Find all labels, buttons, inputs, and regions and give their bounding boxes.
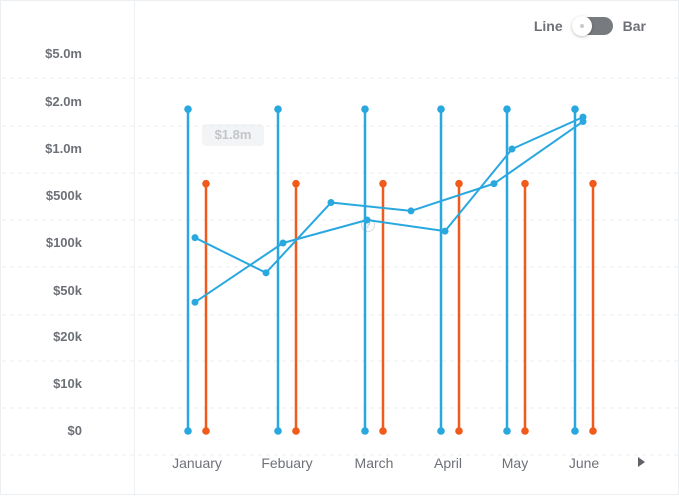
line-point: [363, 216, 371, 224]
y-axis-tick-label: $50k: [53, 283, 82, 298]
line-point: [279, 239, 287, 247]
line-point: [579, 118, 587, 126]
x-axis-tick-label: May: [501, 455, 529, 471]
y-axis-tick-label: $0: [67, 423, 82, 438]
line-series: [194, 116, 584, 304]
line-point: [262, 269, 270, 277]
line-point: [191, 234, 199, 242]
bar-base-point: [274, 427, 282, 435]
switch-knob[interactable]: [571, 16, 592, 36]
y-axis-tick-label: $100k: [45, 235, 82, 250]
line-point: [490, 180, 498, 188]
bar-top-point: [503, 105, 511, 113]
x-axis-tick-label: Febuary: [261, 455, 313, 471]
bar-top-point: [202, 179, 210, 188]
bar-top-point: [455, 179, 463, 188]
next-arrow-icon[interactable]: [638, 457, 645, 467]
y-axis-tick-label: $1.0m: [45, 141, 82, 156]
bar-base-point: [292, 427, 300, 435]
y-axis-panel: $5.0m $2.0m $1.0m $500k $100k $50k $20k $10k $0: [1, 1, 135, 496]
chart-type-switch[interactable]: [571, 16, 613, 36]
line-point: [327, 199, 335, 207]
line-point: [508, 145, 516, 153]
bar-base-point: [379, 427, 387, 435]
bar-top-point: [521, 179, 529, 188]
bar-base-point: [521, 427, 529, 435]
bar-top-point: [437, 105, 445, 113]
bar-base-point: [202, 427, 210, 435]
bar-base-point: [589, 427, 597, 435]
bar-top-point: [361, 105, 369, 113]
bar-top-point: [379, 179, 387, 188]
y-axis-tick-label: $10k: [53, 376, 82, 391]
x-axis-tick-label: April: [433, 455, 463, 471]
line-point: [441, 227, 449, 235]
bar-base-point: [503, 427, 511, 435]
x-axis-tick-label: January: [172, 455, 222, 471]
bar-base-point: [361, 427, 369, 435]
bar-top-point: [184, 105, 192, 113]
bar-top-point: [274, 105, 282, 113]
line-point: [191, 298, 199, 306]
x-axis-tick-label: June: [568, 455, 600, 471]
bar-base-point: [571, 427, 579, 435]
value-tooltip: $1.8m: [202, 124, 264, 146]
bar-top-point: [589, 179, 597, 188]
bar-toggle-label[interactable]: Bar: [622, 18, 646, 34]
y-axis-tick-label: $500k: [45, 188, 82, 203]
bar-base-point: [455, 427, 463, 435]
y-axis-tick-label: $20k: [53, 329, 82, 344]
line-series: [194, 120, 584, 274]
bar-top-point: [571, 105, 579, 113]
y-axis-tick-label: $5.0m: [45, 46, 82, 61]
x-axis-tick-label: March: [354, 455, 394, 471]
line-point: [407, 207, 415, 215]
y-axis-tick-label: $2.0m: [45, 94, 82, 109]
bar-base-point: [184, 427, 192, 435]
chart-type-toggle: Line Bar: [533, 16, 646, 36]
line-toggle-label[interactable]: Line: [533, 18, 563, 34]
bar-base-point: [437, 427, 445, 435]
bar-top-point: [292, 179, 300, 188]
